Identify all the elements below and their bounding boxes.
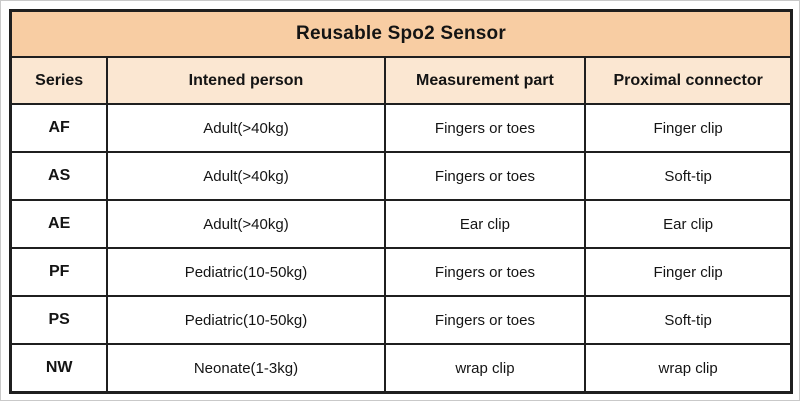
table-row-ae: AE Adult(>40kg) Ear clip Ear clip	[9, 199, 793, 249]
person-cell: Pediatric(10-50kg)	[106, 295, 386, 345]
person-cell: Adult(>40kg)	[106, 103, 386, 153]
series-cell: NW	[9, 343, 109, 394]
part-cell: Fingers or toes	[383, 103, 587, 153]
connector-cell: Soft-tip	[584, 151, 793, 201]
table-row-pf: PF Pediatric(10-50kg) Fingers or toes Fi…	[9, 247, 793, 297]
table-title-row: Reusable Spo2 Sensor	[9, 9, 793, 58]
column-header-intened-person: Intened person	[106, 56, 386, 105]
table-row-ps: PS Pediatric(10-50kg) Fingers or toes So…	[9, 295, 793, 345]
part-cell: Ear clip	[383, 199, 587, 249]
series-cell: PF	[9, 247, 109, 297]
series-cell: AS	[9, 151, 109, 201]
table-row-af: AF Adult(>40kg) Fingers or toes Finger c…	[9, 103, 793, 153]
connector-cell: Finger clip	[584, 247, 793, 297]
person-cell: Pediatric(10-50kg)	[106, 247, 386, 297]
part-cell: Fingers or toes	[383, 247, 587, 297]
part-cell: wrap clip	[383, 343, 587, 394]
person-cell: Neonate(1-3kg)	[106, 343, 386, 394]
person-cell: Adult(>40kg)	[106, 199, 386, 249]
table-row-nw: NW Neonate(1-3kg) wrap clip wrap clip	[9, 343, 793, 394]
connector-cell: Finger clip	[584, 103, 793, 153]
connector-cell: Soft-tip	[584, 295, 793, 345]
connector-cell: Ear clip	[584, 199, 793, 249]
series-cell: AE	[9, 199, 109, 249]
column-header-proximal-connector: Proximal connector	[584, 56, 793, 105]
person-cell: Adult(>40kg)	[106, 151, 386, 201]
table-title: Reusable Spo2 Sensor	[9, 9, 793, 58]
series-cell: AF	[9, 103, 109, 153]
table-row-as: AS Adult(>40kg) Fingers or toes Soft-tip	[9, 151, 793, 201]
spo2-sensor-table: Reusable Spo2 Sensor Series Intened pers…	[9, 9, 793, 394]
series-cell: PS	[9, 295, 109, 345]
column-header-measurement-part: Measurement part	[383, 56, 587, 105]
part-cell: Fingers or toes	[383, 151, 587, 201]
table-header-row: Series Intened person Measurement part P…	[9, 56, 793, 105]
part-cell: Fingers or toes	[383, 295, 587, 345]
column-header-series: Series	[9, 56, 109, 105]
connector-cell: wrap clip	[584, 343, 793, 394]
